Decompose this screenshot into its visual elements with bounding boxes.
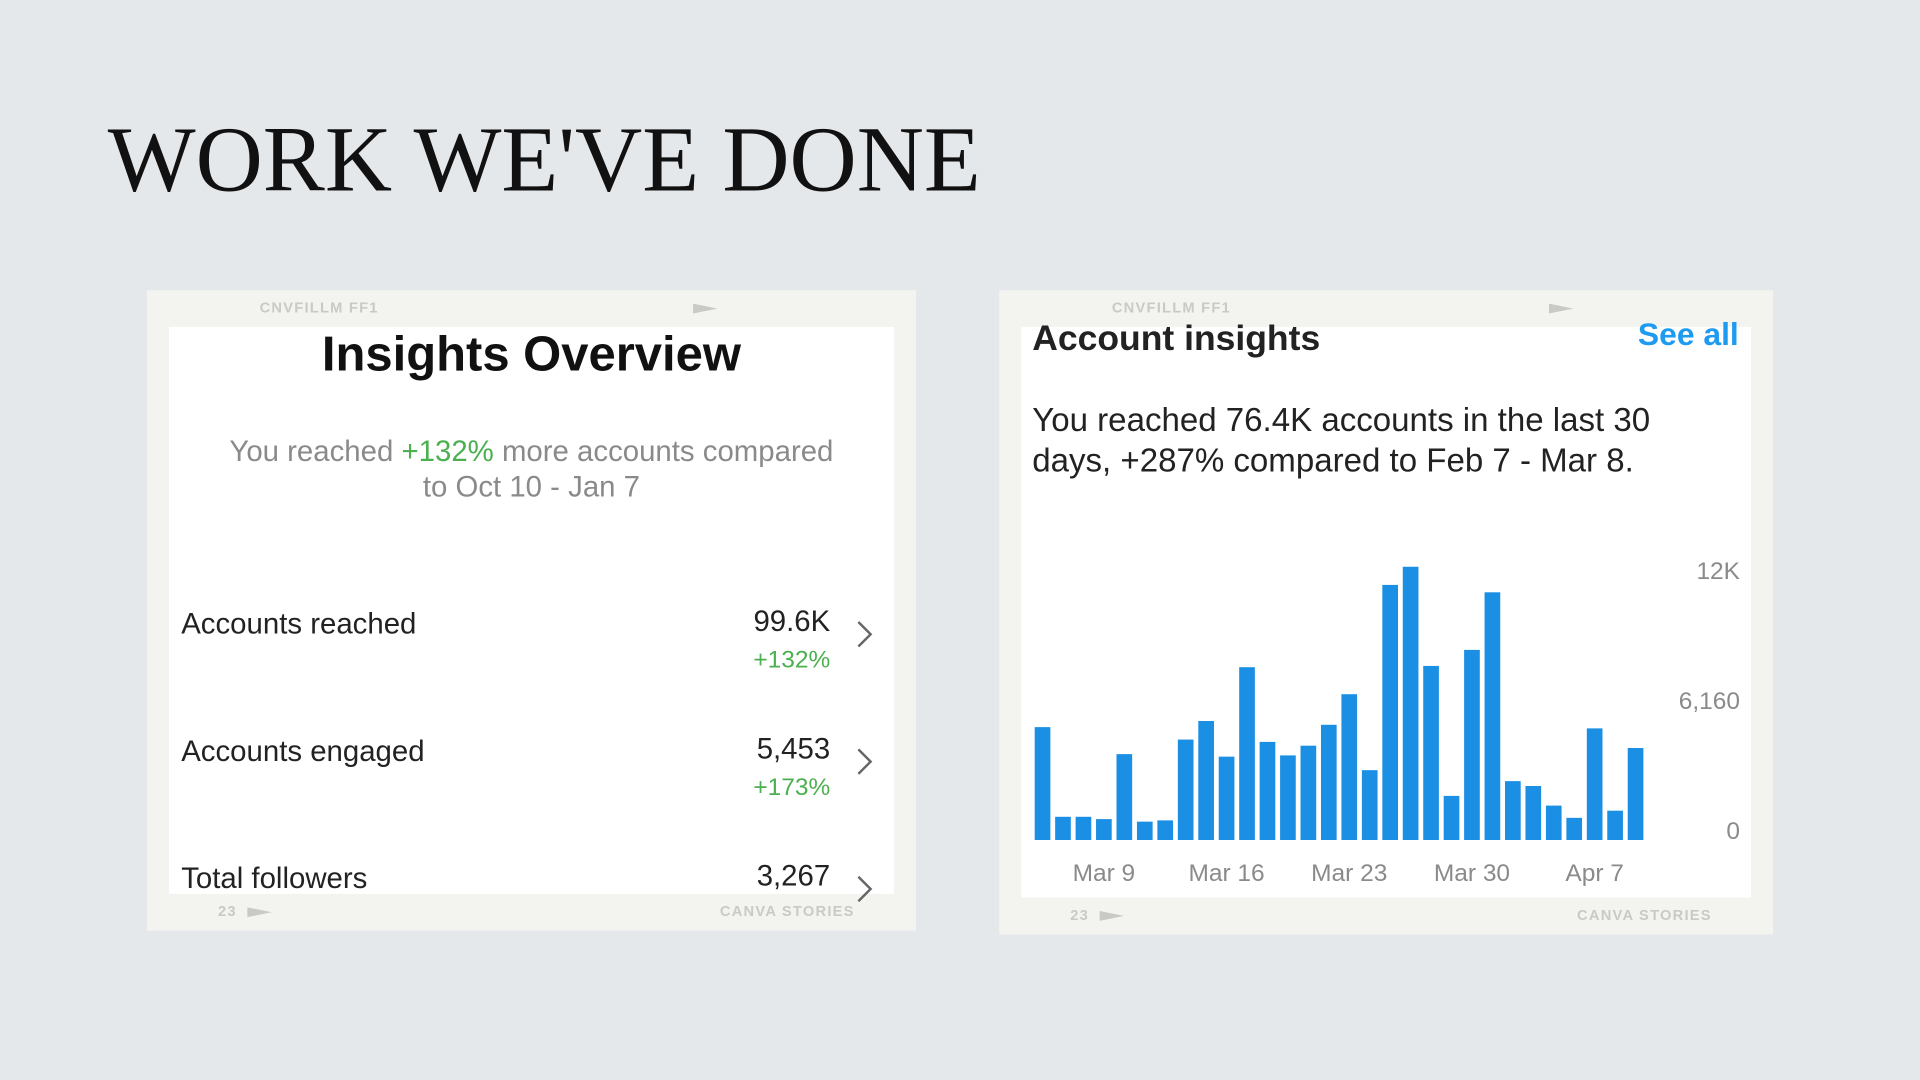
row-change: +173%: [753, 774, 830, 801]
chevron: [857, 748, 873, 775]
bar: [1157, 820, 1174, 840]
metric-rows: Accounts reached 99.6K +132% Accounts engag…: [181, 605, 873, 903]
bar: [1198, 721, 1214, 840]
bar: [1443, 795, 1460, 840]
summary-text: to Oct 10 - Jan 7: [423, 470, 640, 503]
frame-icon: [693, 303, 718, 314]
frame-label: CANVA STORIES: [720, 904, 855, 920]
summary-text: more accounts compared: [502, 435, 833, 468]
bar: [1505, 781, 1521, 840]
frame-label: CNVFILLM FF1: [1112, 300, 1231, 316]
bar: [1177, 739, 1194, 840]
summary-text: You reached 76.4K accounts in the last 3…: [1032, 402, 1650, 439]
bar: [1484, 592, 1501, 840]
bar: [1116, 754, 1133, 840]
slide-title: WORK WE'VE DONE: [108, 108, 981, 211]
frame-label: 23: [218, 904, 237, 920]
summary-highlight: +132%: [401, 435, 493, 468]
bar: [1280, 755, 1296, 840]
bar: [1034, 727, 1051, 840]
bar: [1525, 785, 1542, 840]
bar: [1382, 584, 1399, 840]
bar: [1218, 756, 1235, 840]
summary-text: You reached: [229, 435, 393, 468]
bar: [1545, 805, 1562, 840]
bar: [1341, 694, 1358, 840]
row-change: +132%: [753, 647, 830, 674]
bar: [1055, 816, 1071, 840]
bar: [1607, 810, 1623, 840]
bar: [1136, 821, 1153, 840]
bar: [1361, 770, 1378, 840]
bar: [1096, 819, 1112, 840]
bar: [1300, 745, 1317, 840]
y-tick-label: 6,160: [1679, 688, 1740, 715]
frame-icon: [1548, 303, 1574, 314]
bar: [1464, 649, 1480, 840]
frame-label: CANVA STORIES: [1577, 908, 1712, 924]
row-label: Total followers: [181, 862, 367, 895]
bar-chart: 0 6,160 12K Mar 9 Mar 16 Mar 23 Mar 30 Apr 7: [1034, 558, 1741, 887]
bar: [1423, 665, 1439, 840]
bar: [1586, 728, 1603, 840]
row-label: Accounts engaged: [181, 735, 424, 768]
row-value: 5,453: [757, 732, 831, 765]
bar: [1402, 566, 1419, 840]
card-heading: Account insights: [1032, 318, 1320, 358]
card-heading: Insights Overview: [322, 327, 742, 381]
summary: You reached +132% more accounts compared: [229, 435, 833, 468]
bar: [1239, 667, 1255, 840]
frame-icon: [1099, 911, 1125, 921]
x-tick-label: Mar 9: [1073, 860, 1136, 887]
bar: [1075, 816, 1092, 840]
see-all-link[interactable]: See all: [1638, 316, 1739, 352]
frame-label: 23: [1070, 908, 1089, 924]
card-body: [168, 326, 894, 894]
frame-icon: [247, 907, 272, 918]
x-tick-label: Mar 23: [1311, 860, 1387, 887]
bar: [1259, 741, 1276, 840]
bar: [1627, 748, 1644, 840]
row-value: 3,267: [757, 860, 831, 893]
x-tick-label: Mar 16: [1188, 860, 1264, 887]
x-tick-label: Mar 30: [1434, 860, 1510, 887]
chevron: [857, 621, 873, 648]
y-tick-label: 12K: [1696, 558, 1740, 585]
bar: [1566, 817, 1583, 840]
frame-label: CNVFILLM FF1: [260, 300, 379, 316]
x-tick-label: Apr 7: [1565, 860, 1623, 887]
y-tick-label: 0: [1726, 818, 1740, 845]
summary-text: days, +287% compared to Feb 7 - Mar 8.: [1032, 443, 1634, 480]
row-value: 99.6K: [753, 605, 830, 638]
bar: [1320, 724, 1337, 840]
row-label: Accounts reached: [181, 607, 416, 640]
chevron: [857, 875, 873, 903]
